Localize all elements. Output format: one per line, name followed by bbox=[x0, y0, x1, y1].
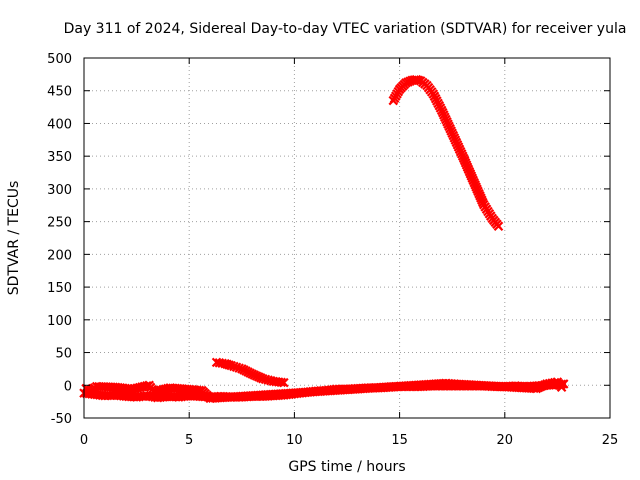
data-point bbox=[556, 382, 567, 393]
y-tick-label: 200 bbox=[47, 248, 72, 263]
x-tick-label: 25 bbox=[602, 433, 619, 448]
data-point bbox=[276, 377, 287, 388]
data-point bbox=[229, 361, 239, 372]
x-tick-label: 5 bbox=[185, 433, 193, 448]
x-tick-label: 10 bbox=[286, 433, 303, 448]
y-tick-label: 400 bbox=[47, 117, 72, 132]
y-tick-label: 350 bbox=[47, 150, 72, 165]
x-tick-label: 15 bbox=[391, 433, 408, 448]
y-tick-label: 50 bbox=[55, 347, 72, 362]
y-tick-label: 250 bbox=[47, 216, 72, 231]
y-tick-label: 0 bbox=[64, 379, 72, 394]
data-point bbox=[231, 362, 242, 373]
data-points bbox=[79, 74, 569, 404]
x-tick-labels: 0 5 10 15 20 25 bbox=[80, 433, 618, 448]
grid bbox=[84, 58, 610, 418]
x-tick-label: 20 bbox=[497, 433, 514, 448]
y-tick-label: 300 bbox=[47, 183, 72, 198]
x-tick-label: 0 bbox=[80, 433, 88, 448]
y-tick-label: 450 bbox=[47, 85, 72, 100]
series-baseline-scatter bbox=[81, 377, 567, 404]
y-axis-label: SDTVAR / TECUs bbox=[6, 181, 22, 296]
plot-frame bbox=[83, 57, 611, 419]
ticks bbox=[83, 57, 611, 419]
y-tick-label: 150 bbox=[47, 281, 72, 296]
chart-title: Day 311 of 2024, Sidereal Day-to-day VTE… bbox=[64, 21, 627, 37]
x-axis-label: GPS time / hours bbox=[288, 459, 405, 475]
data-point bbox=[226, 360, 237, 371]
series-mid-segment bbox=[211, 357, 289, 388]
y-tick-labels: -50 0 50 100 150 200 250 300 350 400 450 500 bbox=[47, 52, 72, 427]
series-peak bbox=[388, 74, 504, 231]
y-tick-label: 500 bbox=[47, 52, 72, 67]
y-tick-label: -50 bbox=[51, 412, 72, 427]
data-point bbox=[493, 221, 504, 231]
data-point bbox=[279, 377, 289, 388]
y-tick-label: 100 bbox=[47, 314, 72, 329]
